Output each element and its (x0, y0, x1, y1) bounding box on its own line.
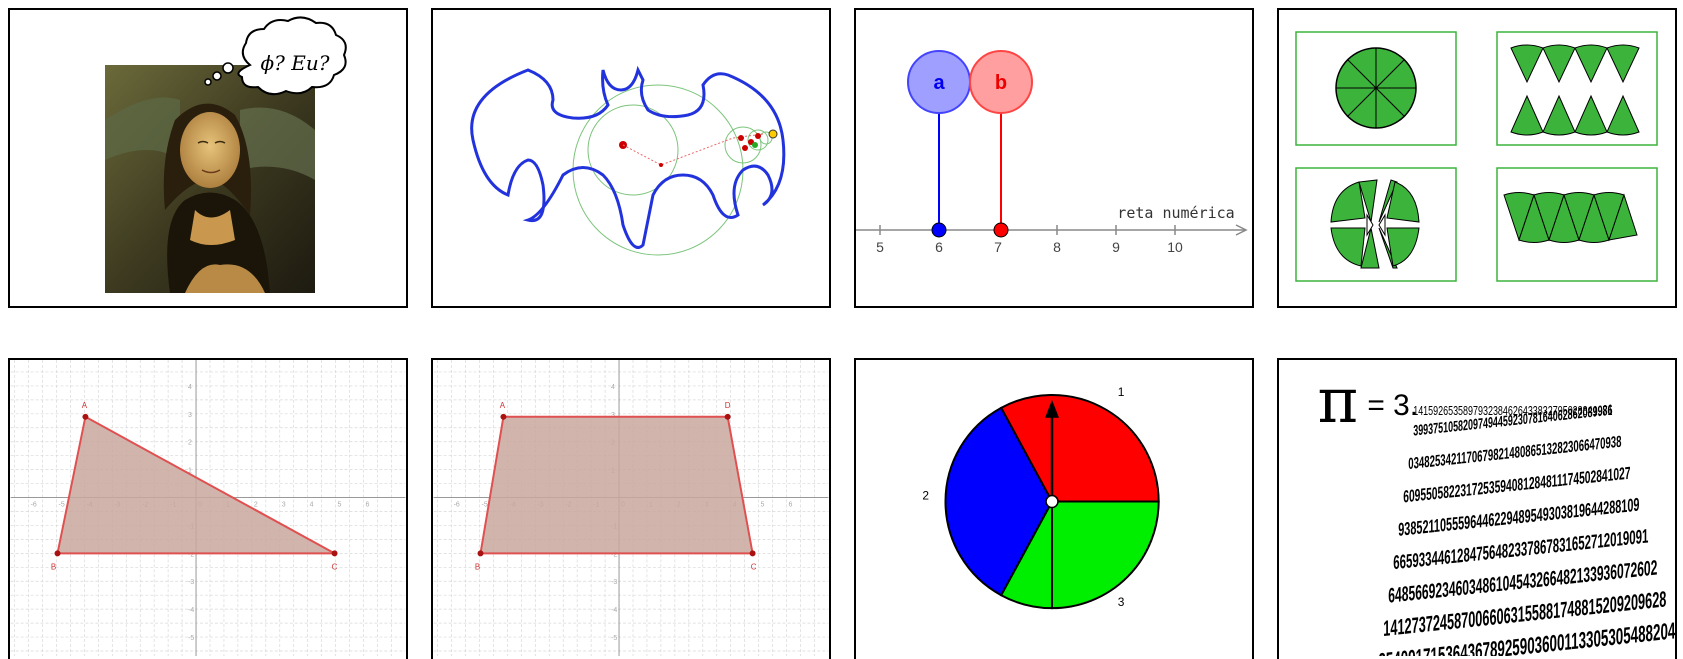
vertex-d-label: D (725, 401, 731, 410)
x-tick-label: -6 (31, 502, 37, 509)
sector-label-3: 3 (1118, 595, 1125, 609)
vertex-c-point[interactable] (331, 550, 338, 557)
point-b-label: b (995, 72, 1007, 94)
y-tick-label: -4 (611, 607, 617, 614)
tile-batman-curve[interactable] (431, 8, 831, 308)
tick-label-5: 5 (876, 239, 884, 255)
sector-red (999, 393, 1160, 503)
triangle-svg: -7-6-5-4-3-2-101234564321-1-2-3-4-5 A B … (10, 360, 406, 656)
tile-trapezoid-grid[interactable]: -7-6-5-4-3-2-101234564321-1-2-3-4-5 A B … (431, 358, 831, 659)
mona-lisa-painting (105, 65, 315, 293)
trapezoid-shape (479, 415, 754, 555)
x-tick-label: 2 (254, 502, 258, 509)
unfolding-circle (1330, 179, 1420, 269)
y-tick-label: -2 (611, 551, 617, 558)
x-tick-label: 4 (310, 502, 314, 509)
sector-label-1: 1 (1118, 385, 1125, 399)
sectored-circle (1335, 47, 1417, 129)
axis-arrow (1235, 224, 1248, 236)
number-line-svg: 5 6 7 8 9 10 reta numérica a b (856, 50, 1248, 255)
pi-symbol: π (1318, 365, 1359, 437)
tile-triangle-grid[interactable]: -7-6-5-4-3-2-101234564321-1-2-3-4-5 A B … (8, 358, 408, 659)
y-tick-label: 4 (611, 384, 615, 391)
tick-label-6: 6 (935, 239, 943, 255)
y-tick-label: 2 (188, 440, 192, 447)
tile-spinner[interactable]: 1 2 3 (854, 358, 1254, 659)
circle-area-svg (1295, 31, 1658, 282)
tile-mona-lisa[interactable]: ϕ? Eu? (8, 8, 408, 308)
vertex-c-label: C (751, 562, 757, 571)
vertex-b-label: B (475, 562, 480, 571)
triangle-shape (56, 415, 336, 555)
tile-number-line[interactable]: 5 6 7 8 9 10 reta numérica a b (854, 8, 1254, 308)
vertex-b-point[interactable] (477, 550, 484, 557)
frame-parallelogram (1496, 167, 1658, 282)
large-circle (572, 84, 744, 256)
vertex-c-label: C (332, 562, 338, 571)
point-a[interactable] (931, 222, 947, 238)
y-tick-label: -4 (188, 607, 194, 614)
x-tick-label: 6 (788, 502, 792, 509)
point-a-label: a (933, 72, 945, 94)
tick-label-8: 8 (1053, 239, 1061, 255)
pi-first-digits: 1415926535897932384626433832795028841971 (1413, 403, 1612, 418)
split-sectors (1510, 44, 1640, 136)
y-tick-label: 3 (188, 412, 192, 419)
tracer-point[interactable] (768, 129, 778, 139)
vertex-a-point[interactable] (82, 413, 89, 420)
line-label: reta numérica (1117, 204, 1234, 222)
spinner-hub[interactable] (1045, 494, 1059, 509)
tick-label-9: 9 (1112, 239, 1120, 255)
tick-label-7: 7 (994, 239, 1002, 255)
spinner-svg: 1 2 3 (922, 385, 1160, 610)
frame-split (1496, 31, 1658, 146)
y-tick-label: -3 (611, 579, 617, 586)
vertex-b-label: B (51, 562, 56, 571)
y-tick-label: -5 (188, 635, 194, 642)
point-b-bubble[interactable] (969, 50, 1033, 114)
point-b[interactable] (993, 222, 1009, 238)
pi-equals: = 3. (1367, 389, 1418, 422)
vertex-a-label: A (82, 401, 88, 410)
pi-svg: π = 3. 141592653589793238462643383279502… (1318, 365, 1675, 656)
sector-blue (944, 406, 1054, 597)
vertex-a-label: A (500, 401, 506, 410)
batman-svg (470, 65, 786, 256)
pi-digit-lines: 3993751058209749445923078164062862089986… (1378, 402, 1675, 656)
frame-unfold (1295, 167, 1457, 282)
medium-circle (587, 104, 679, 196)
sector-label-2: 2 (922, 489, 929, 503)
y-tick-label: -2 (188, 551, 194, 558)
x-tick-label: 5 (761, 502, 765, 509)
y-tick-label: 3 (611, 412, 615, 419)
x-tick-label: 6 (365, 502, 369, 509)
tile-circle-area[interactable] (1277, 8, 1677, 308)
sector-green-right (1051, 500, 1160, 610)
spinner-arrowhead (1045, 399, 1059, 418)
thought-bubble: ϕ? Eu? (204, 16, 347, 96)
vertex-c-point[interactable] (749, 550, 756, 557)
batman-outline (470, 65, 786, 249)
frame-circle (1295, 31, 1457, 146)
x-tick-label: 5 (338, 502, 342, 509)
parallelogram-sectors (1503, 192, 1638, 243)
x-tick-label: -5 (59, 502, 65, 509)
y-tick-label: 1 (188, 468, 192, 475)
y-tick-label: -3 (188, 579, 194, 586)
vertex-d-point[interactable] (724, 413, 731, 420)
x-tick-label: -6 (454, 502, 460, 509)
y-tick-label: -5 (611, 635, 617, 642)
vertex-a-point[interactable] (500, 413, 507, 420)
vertex-b-point[interactable] (54, 550, 61, 557)
mona-lisa-svg: ϕ? Eu? (105, 16, 347, 293)
x-tick-label: 3 (282, 502, 286, 509)
y-tick-label: 4 (188, 384, 192, 391)
tile-pi-digits[interactable]: π = 3. 141592653589793238462643383279502… (1277, 358, 1677, 659)
x-tick-label: -5 (482, 502, 488, 509)
trapezoid-svg: -7-6-5-4-3-2-101234564321-1-2-3-4-5 A B … (433, 360, 829, 656)
thought-text: ϕ? Eu? (261, 51, 330, 75)
tick-label-10: 10 (1167, 239, 1183, 255)
